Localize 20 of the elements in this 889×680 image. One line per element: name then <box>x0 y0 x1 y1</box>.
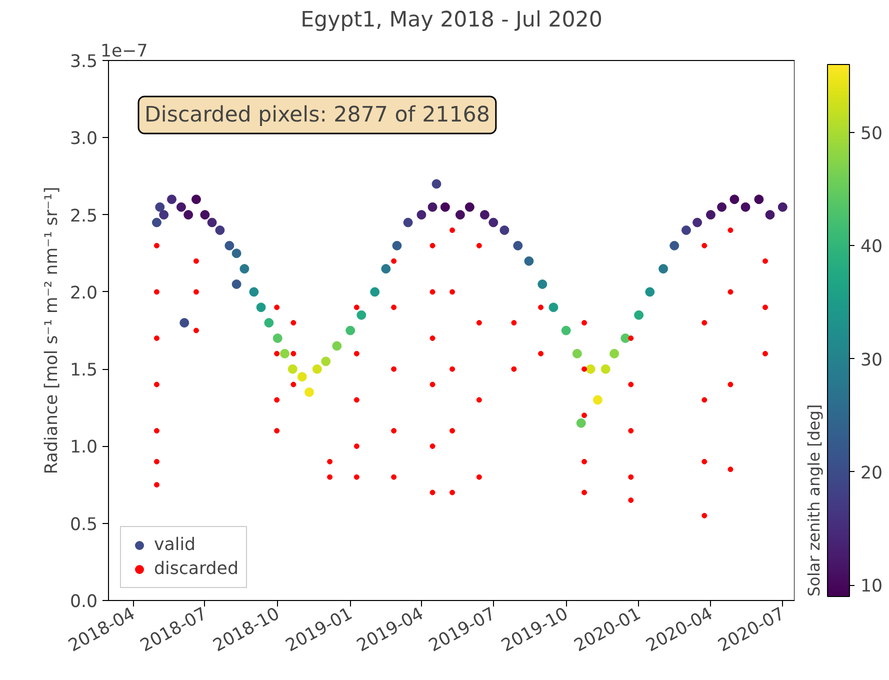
color-bar-label: 10 <box>860 576 883 597</box>
color-bar-label: 30 <box>860 350 883 370</box>
y-tick-label: 2.5 <box>70 206 98 226</box>
legend-label: discarded <box>154 559 238 579</box>
color-bar-label: 20 <box>860 463 883 484</box>
color-bar-label: 40 <box>860 237 883 258</box>
y-tick-label: 0.0 <box>70 592 98 612</box>
y-tick-label: 0.5 <box>70 514 98 535</box>
color-bar-label: 50 <box>860 124 883 144</box>
annotation: Discarded pixels: 2877 of 21168 <box>144 102 490 128</box>
y-tick-label: 3.5 <box>70 52 98 72</box>
legend-label: valid <box>154 535 196 555</box>
y-tick-label: 2.0 <box>70 283 98 304</box>
chart-title: Egypt1, May 2018 - Jul 2020 <box>300 8 602 32</box>
color-bar-title: Solar zenith angle [deg] <box>804 404 824 596</box>
y-tick-label: 1.5 <box>70 360 98 381</box>
y-tick-label: 3.0 <box>70 129 98 150</box>
annotation: 1e−7 <box>100 42 148 62</box>
y-tick-label: 1.0 <box>70 438 98 458</box>
y-axis-title: Radiance [mol s⁻¹ m⁻² nm⁻¹ sr⁻¹] <box>42 186 62 474</box>
